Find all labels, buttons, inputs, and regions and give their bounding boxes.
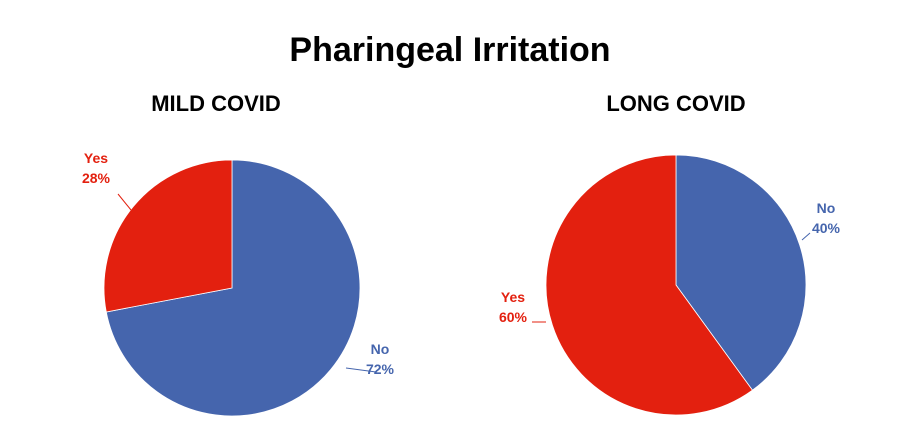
chart-title: Pharingeal Irritation: [289, 31, 610, 69]
pie-chart-long-covid: LONG COVID No 40% Yes 60%: [499, 91, 841, 416]
pie-title-mild-covid: MILD COVID: [151, 91, 281, 116]
pie-slice-mild-covid-yes: [103, 159, 233, 313]
slice-label-mild-covid-no: No: [371, 341, 390, 357]
slice-value-mild-covid-yes: 28%: [82, 170, 111, 186]
leader-line-mild-covid-no: [345, 367, 377, 373]
slice-label-mild-covid-yes: Yes: [84, 150, 108, 166]
slice-label-long-covid-yes: Yes: [501, 289, 525, 305]
pie-slice-long-covid-no: [675, 154, 807, 391]
pie-slice-long-covid-yes: [545, 154, 753, 416]
slice-value-mild-covid-no: 72%: [366, 361, 395, 377]
leader-line-mild-covid-yes: [117, 193, 132, 211]
pie-title-long-covid: LONG COVID: [606, 91, 745, 116]
slice-label-long-covid-no: No: [817, 200, 836, 216]
slice-value-long-covid-no: 40%: [812, 220, 841, 236]
slice-value-long-covid-yes: 60%: [499, 309, 528, 325]
pie-slice-mild-covid-no: [105, 159, 361, 417]
leader-line-long-covid-no: [801, 232, 811, 241]
pie-chart-mild-covid: MILD COVID No 72% Yes 28%: [82, 91, 395, 417]
